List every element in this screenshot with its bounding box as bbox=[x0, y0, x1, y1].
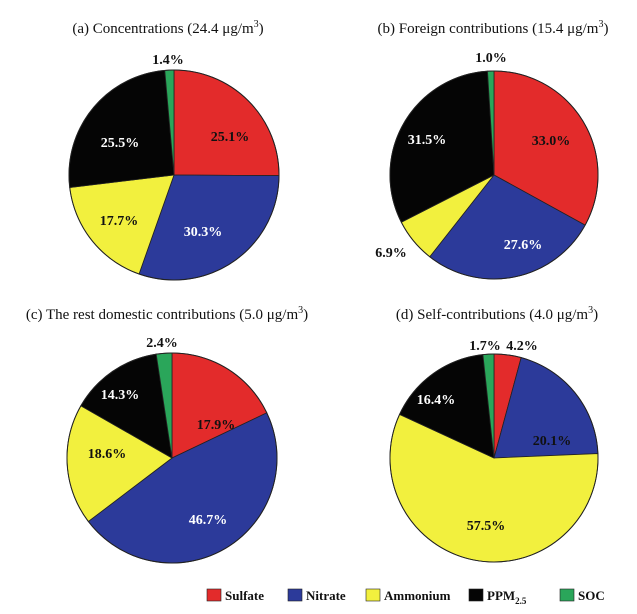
pie-outline bbox=[68, 69, 280, 281]
chart-title: (a) Concentrations (24.4 μg/m3) bbox=[72, 19, 263, 37]
legend-label: SOC bbox=[578, 588, 605, 603]
slice-label: 57.5% bbox=[467, 519, 506, 534]
chart-title-end: ) bbox=[303, 307, 308, 323]
slice-label: 30.3% bbox=[184, 225, 223, 240]
slice-label: 18.6% bbox=[88, 447, 127, 462]
legend-swatch bbox=[206, 588, 222, 602]
slice-label: 2.4% bbox=[146, 336, 178, 351]
pie-chart-3: (c) The rest domestic contributions (5.0… bbox=[26, 305, 308, 564]
legend-label: Nitrate bbox=[306, 588, 346, 603]
pie-outline bbox=[66, 352, 278, 564]
chart-title: (b) Foreign contributions (15.4 μg/m3) bbox=[378, 19, 609, 37]
slice-label: 27.6% bbox=[504, 238, 543, 253]
legend-swatch bbox=[287, 588, 303, 602]
slice-label: 4.2% bbox=[506, 339, 538, 354]
chart-title-superscript: 3 bbox=[598, 19, 603, 30]
pie-charts: (a) Concentrations (24.4 μg/m3)25.1%30.3… bbox=[26, 19, 609, 564]
legend: Sulfate Nitrate Ammonium PPM2.5 SOC bbox=[206, 588, 605, 606]
slice-label: 14.3% bbox=[101, 388, 140, 403]
slice-label: 1.7% bbox=[469, 339, 501, 354]
chart-title-end: ) bbox=[593, 307, 598, 323]
legend-label: Ammonium bbox=[384, 588, 451, 603]
legend-item-nitrate: Nitrate bbox=[287, 588, 346, 603]
legend-item-ppm: PPM2.5 bbox=[468, 588, 527, 606]
slice-label: 17.9% bbox=[197, 418, 236, 433]
pie-outline bbox=[389, 353, 599, 563]
slice-label: 1.0% bbox=[475, 51, 507, 66]
chart-title-superscript: 3 bbox=[588, 305, 593, 316]
slice-label: 31.5% bbox=[408, 133, 447, 148]
legend-swatch bbox=[365, 588, 381, 602]
legend-swatch bbox=[559, 588, 575, 602]
slice-label: 25.1% bbox=[211, 130, 250, 145]
legend-item-sulfate: Sulfate bbox=[206, 588, 264, 603]
slice-label: 33.0% bbox=[532, 134, 571, 149]
slice-label: 16.4% bbox=[417, 393, 456, 408]
pie-chart-1: (a) Concentrations (24.4 μg/m3) 25.1% 30.3… bbox=[68, 19, 280, 281]
chart-title: (d) Self-contributions (4.0 μg/m3) bbox=[396, 305, 598, 323]
chart-title-superscript: 3 bbox=[298, 305, 303, 316]
chart-title-text: (a) Concentrations (24.4 μg/m bbox=[72, 21, 254, 37]
slice-label: 1.4% bbox=[152, 53, 184, 68]
slice-label: 25.5% bbox=[101, 136, 140, 151]
legend-item-ammonium: Ammonium bbox=[365, 588, 451, 603]
chart-title-end: ) bbox=[259, 21, 264, 37]
chart-title-superscript: 3 bbox=[254, 19, 259, 30]
chart-title: (c) The rest domestic contributions (5.0… bbox=[26, 305, 308, 323]
pie-chart-2: (b) Foreign contributions (15.4 μg/m3)33… bbox=[375, 19, 609, 280]
slice-label: 20.1% bbox=[533, 434, 572, 449]
legend-label: Sulfate bbox=[225, 588, 264, 603]
slice-label: 17.7% bbox=[100, 214, 139, 229]
pie-slice-sulfate bbox=[173, 69, 280, 177]
chart-title-text: (b) Foreign contributions (15.4 μg/m bbox=[378, 21, 599, 37]
legend-item-soc: SOC bbox=[559, 588, 605, 603]
legend-swatch bbox=[468, 588, 484, 602]
legend-label: PPM2.5 bbox=[487, 588, 527, 606]
chart-title-text: (d) Self-contributions (4.0 μg/m bbox=[396, 307, 589, 323]
chart-title-end: ) bbox=[603, 21, 608, 37]
pie-chart-4: (d) Self-contributions (4.0 μg/m3) 4.2% 20… bbox=[389, 305, 599, 563]
slice-label: 6.9% bbox=[375, 246, 407, 261]
pie-slice-ppm25 bbox=[68, 69, 175, 188]
slice-label: 46.7% bbox=[189, 513, 228, 528]
pie-outline bbox=[389, 70, 599, 280]
chart-title-text: (c) The rest domestic contributions (5.0… bbox=[26, 307, 299, 323]
